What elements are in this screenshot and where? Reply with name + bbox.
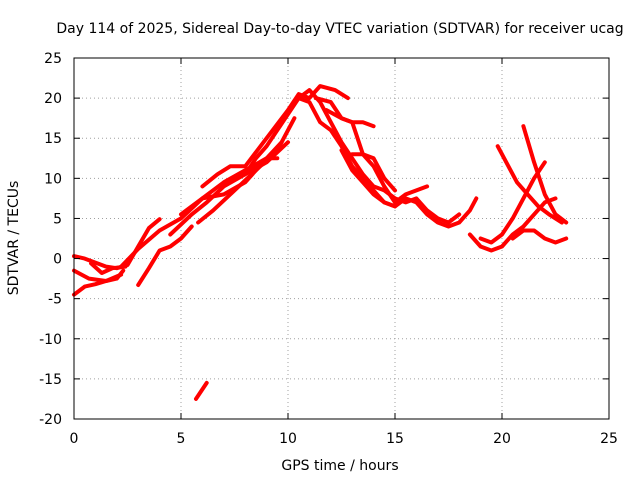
series-group — [72, 84, 569, 401]
y-tick-label: 25 — [44, 51, 62, 67]
series-line-track-13 — [313, 96, 397, 193]
y-tick-label: 10 — [44, 171, 62, 187]
series-line-track-15 — [350, 152, 430, 205]
x-tick-label: 0 — [70, 431, 79, 447]
y-tick-label: 5 — [53, 211, 62, 227]
y-tick-label: -20 — [39, 412, 62, 428]
tick-marks — [73, 57, 610, 420]
y-tick-label: -10 — [39, 332, 62, 348]
y-tick-labels: -20 -15 -10 -5 0 5 10 15 20 25 — [39, 51, 62, 428]
y-tick-label: -15 — [39, 372, 62, 388]
series-line-track-18 — [467, 196, 558, 253]
plot-frame — [73, 57, 610, 420]
x-tick-label: 10 — [279, 431, 297, 447]
series-line-track-22 — [194, 380, 209, 401]
series-line-track-19 — [495, 144, 564, 225]
x-tick-label: 25 — [600, 431, 618, 447]
series-line-track-3 — [72, 268, 124, 283]
series-line-track-4 — [89, 261, 128, 275]
x-tick-label: 5 — [177, 431, 186, 447]
series-line-track-11 — [243, 96, 479, 229]
x-tick-labels: 0 5 10 15 20 25 — [70, 431, 618, 447]
x-axis-label: GPS time / hours — [281, 458, 398, 474]
series-line-track-14 — [324, 108, 376, 129]
grid — [74, 58, 609, 419]
series-line-track-21 — [510, 228, 569, 245]
series-line-track-16 — [339, 148, 397, 209]
series-line-track-17 — [478, 160, 547, 245]
y-tick-label: -5 — [48, 292, 62, 308]
y-tick-label: 20 — [44, 91, 62, 107]
y-tick-label: 0 — [53, 252, 62, 268]
series-line-track-12 — [296, 88, 462, 225]
x-tick-label: 15 — [386, 431, 404, 447]
y-tick-label: 15 — [44, 131, 62, 147]
series-line-track-20 — [521, 124, 569, 225]
series-line-track-10 — [200, 84, 350, 189]
x-tick-label: 20 — [493, 431, 511, 447]
series-line-track-9 — [196, 116, 297, 225]
chart-title: Day 114 of 2025, Sidereal Day-to-day VTE… — [56, 21, 623, 37]
series-line-track-6 — [136, 224, 194, 287]
y-axis-label: SDTVAR / TECUs — [6, 181, 22, 296]
